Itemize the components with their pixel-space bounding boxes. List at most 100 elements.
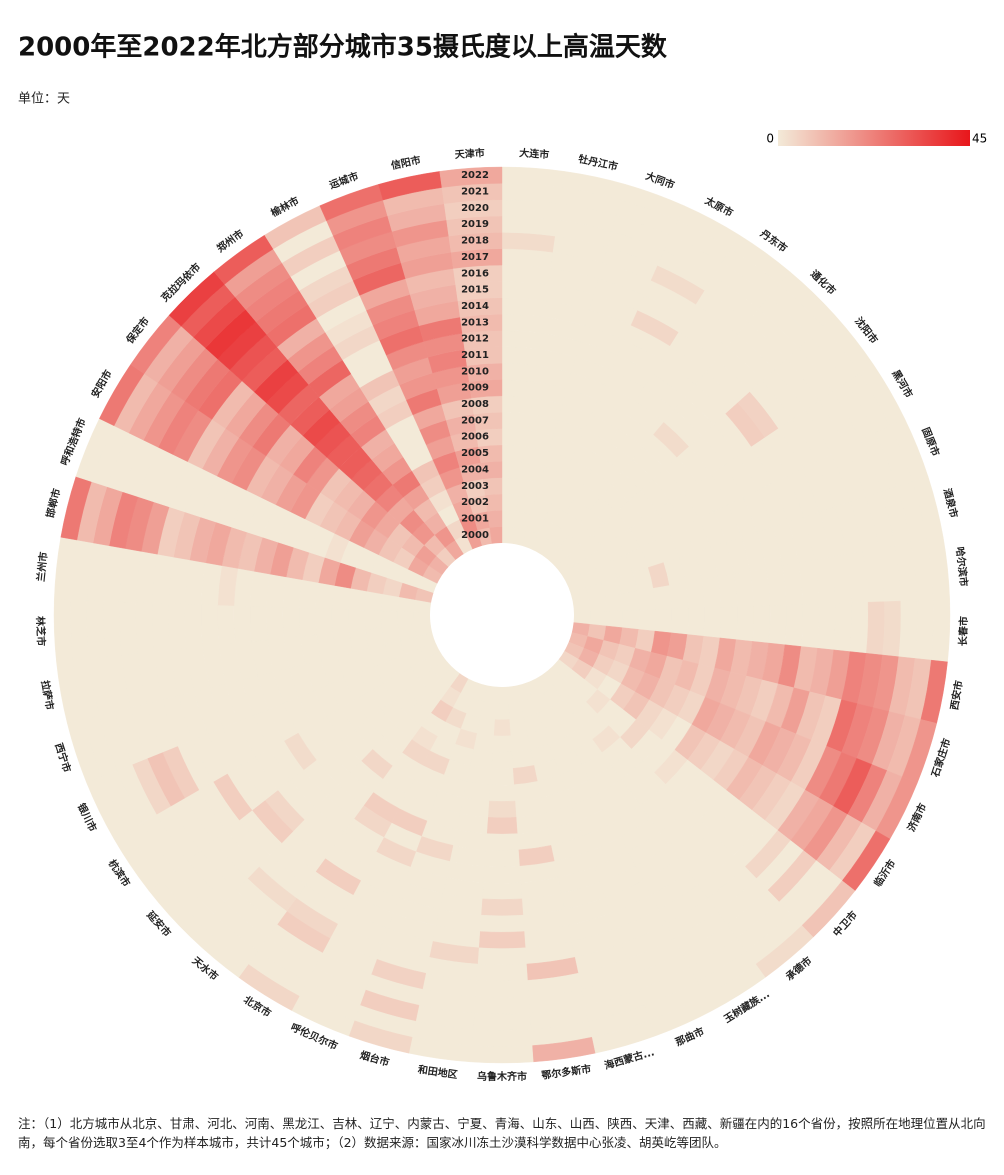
heat-cell bbox=[135, 602, 155, 654]
year-label: 2001 bbox=[461, 513, 489, 524]
heat-cell bbox=[653, 585, 673, 610]
heat-cell bbox=[914, 599, 934, 661]
heat-cell bbox=[703, 607, 722, 639]
year-label: 2002 bbox=[461, 497, 489, 508]
heat-cell bbox=[501, 281, 549, 302]
city-label: 那曲市 bbox=[673, 1025, 706, 1049]
heat-cell bbox=[478, 931, 526, 949]
year-label: 2004 bbox=[461, 464, 489, 475]
year-label: 2022 bbox=[461, 170, 489, 181]
heat-cell bbox=[669, 582, 689, 610]
heat-cell bbox=[470, 1045, 534, 1064]
heat-cell bbox=[495, 686, 509, 704]
year-label: 2011 bbox=[461, 350, 489, 361]
heat-cell bbox=[184, 603, 203, 649]
heat-cell bbox=[849, 602, 869, 654]
heat-cell bbox=[380, 610, 399, 628]
colorbar bbox=[778, 130, 970, 146]
heat-cell bbox=[501, 477, 522, 496]
heat-cell bbox=[501, 412, 531, 431]
heat-cell bbox=[282, 576, 303, 609]
unit-label: 单位：天 bbox=[18, 92, 70, 107]
city-label: 运城市 bbox=[327, 169, 360, 191]
heat-cell bbox=[380, 593, 400, 612]
city-label: 银川市 bbox=[75, 801, 100, 834]
city-label: 大连市 bbox=[519, 146, 550, 161]
year-label: 2007 bbox=[461, 415, 489, 426]
heat-cell bbox=[487, 510, 503, 528]
heat-cell bbox=[151, 602, 171, 652]
heat-cell bbox=[501, 444, 526, 463]
heat-cell bbox=[475, 980, 529, 998]
heat-cell bbox=[266, 573, 287, 608]
heat-cell bbox=[53, 599, 73, 663]
chart-title: 2000年至2022年北方部分城市35摄氏度以上高温天数 bbox=[18, 32, 668, 63]
year-label: 2010 bbox=[461, 366, 489, 377]
heat-cell bbox=[413, 611, 431, 625]
heat-cell bbox=[70, 599, 90, 661]
heat-cell bbox=[501, 330, 542, 350]
heat-cell bbox=[501, 313, 545, 334]
heat-cell bbox=[768, 604, 787, 645]
heat-cell bbox=[331, 585, 351, 610]
year-label: 2019 bbox=[461, 219, 489, 230]
city-label: 黑河市 bbox=[889, 368, 915, 400]
city-label: 酒泉市 bbox=[941, 487, 961, 519]
heat-cell bbox=[573, 611, 591, 625]
city-label: 安阳市 bbox=[88, 368, 114, 400]
city-label: 西安市 bbox=[947, 679, 965, 711]
heat-cell bbox=[670, 608, 689, 635]
city-label: 邯郸市 bbox=[43, 487, 63, 519]
heat-cell bbox=[315, 608, 334, 635]
heat-cell bbox=[622, 609, 640, 630]
city-label: 乌鲁木齐市 bbox=[477, 1070, 527, 1083]
heat-cell bbox=[512, 765, 538, 785]
heat-cell bbox=[898, 600, 918, 659]
year-label: 2009 bbox=[461, 383, 489, 394]
heat-cell bbox=[493, 719, 511, 737]
heat-cell bbox=[439, 166, 503, 188]
heat-cell bbox=[472, 1012, 532, 1031]
heat-cell bbox=[168, 603, 187, 651]
city-label: 鄂尔多斯市 bbox=[541, 1062, 592, 1082]
heat-cell bbox=[86, 600, 106, 659]
heat-cell bbox=[479, 914, 525, 933]
heat-cell bbox=[509, 717, 528, 736]
heat-cell bbox=[364, 590, 384, 611]
heat-cell bbox=[589, 611, 607, 627]
city-label: 济南市 bbox=[904, 801, 929, 834]
city-label: 石家庄市 bbox=[928, 737, 953, 780]
heat-cell bbox=[466, 765, 492, 785]
heat-cell bbox=[685, 579, 705, 609]
heat-cell bbox=[501, 461, 524, 480]
heat-cell bbox=[882, 600, 902, 657]
heat-cell bbox=[491, 751, 513, 769]
city-label: 哈尔滨市 bbox=[953, 546, 970, 587]
heat-cell bbox=[473, 996, 531, 1015]
heat-cell bbox=[501, 493, 520, 512]
heat-cell bbox=[510, 733, 531, 753]
heat-cell bbox=[735, 606, 755, 642]
city-label: 西宁市 bbox=[52, 741, 74, 774]
heat-cell bbox=[249, 606, 269, 642]
heat-cell bbox=[501, 346, 540, 366]
heat-cell bbox=[397, 611, 415, 627]
heat-cell bbox=[483, 865, 521, 884]
heat-cell bbox=[485, 833, 519, 851]
heat-cell bbox=[492, 735, 512, 753]
heat-cell bbox=[315, 582, 335, 610]
year-label: 2013 bbox=[461, 317, 489, 328]
heat-cell bbox=[817, 603, 836, 651]
heat-cell bbox=[501, 362, 538, 383]
year-label: 2015 bbox=[461, 285, 489, 296]
city-label: 榆林市 bbox=[269, 194, 302, 220]
colorbar-label: 45 bbox=[972, 132, 987, 146]
heat-cell bbox=[605, 610, 624, 628]
heat-cell bbox=[473, 733, 494, 753]
city-label: 信阳市 bbox=[390, 153, 422, 172]
city-label: 大同市 bbox=[644, 169, 677, 191]
heat-cell bbox=[102, 600, 122, 657]
city-label: 和田地区 bbox=[416, 1063, 458, 1082]
footnote: 注：（1）北方城市从北京、甘肃、河北、河南、黑龙江、吉林、辽宁、内蒙古、宁夏、青… bbox=[18, 1116, 986, 1150]
heat-cell bbox=[477, 947, 527, 966]
